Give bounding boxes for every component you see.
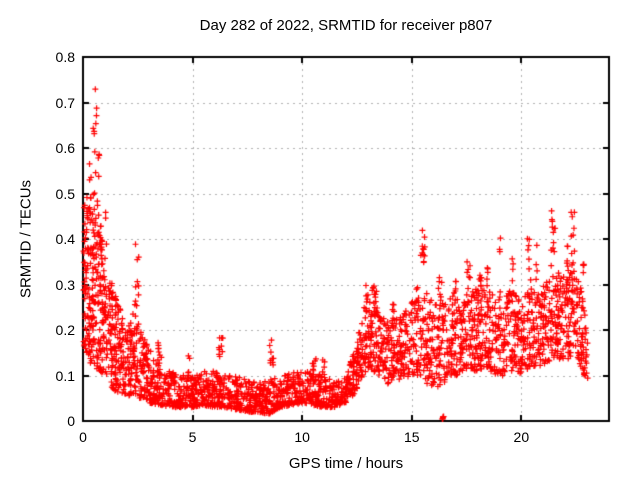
y-tick-label: 0.8 xyxy=(55,49,75,65)
chart-title: Day 282 of 2022, SRMTID for receiver p80… xyxy=(199,17,493,34)
x-tick-label: 0 xyxy=(79,429,87,445)
y-tick-label: 0.7 xyxy=(55,94,75,111)
y-tick-label: 0.5 xyxy=(55,185,75,202)
y-tick-label: 0.3 xyxy=(55,276,75,293)
y-tick-label: 0.1 xyxy=(55,367,75,384)
y-tick-label: 0.4 xyxy=(55,231,75,247)
y-tick-label: 0.6 xyxy=(55,140,75,156)
x-axis-title: GPS time / hours xyxy=(288,455,404,472)
y-tick-label: 0.2 xyxy=(55,322,75,338)
y-tick-label: 0 xyxy=(67,413,75,429)
x-tick-label: 5 xyxy=(188,429,197,445)
x-tick-label: 10 xyxy=(294,429,310,445)
x-tick-label: 15 xyxy=(403,429,420,445)
x-tick-label: 20 xyxy=(513,429,530,445)
